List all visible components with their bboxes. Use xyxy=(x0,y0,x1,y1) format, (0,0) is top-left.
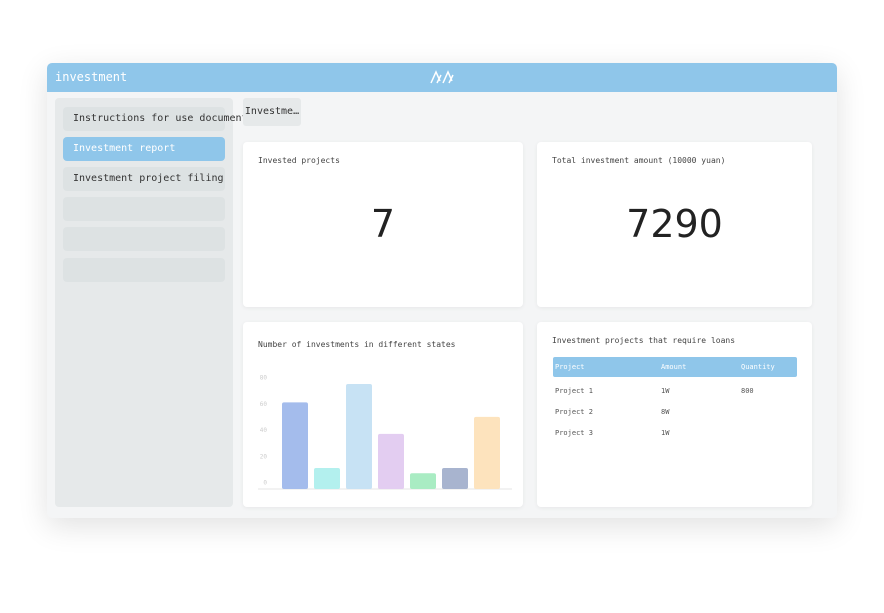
table-card: Investment projects that require loans P… xyxy=(537,322,812,507)
chart-card: Number of investments in different state… xyxy=(243,322,523,507)
bar xyxy=(410,473,436,489)
app-title: investment xyxy=(55,70,128,84)
card: Total investment amount (10000 yuan) 729… xyxy=(537,142,812,307)
menu-item[interactable]: Instructions for use document xyxy=(63,107,248,131)
card: Invested projects 7 xyxy=(243,142,523,307)
menu-item-empty[interactable] xyxy=(63,197,225,221)
menu-item-empty[interactable] xyxy=(63,227,225,251)
column-header: Amount xyxy=(661,363,687,371)
bar xyxy=(442,468,468,489)
window: investment Instructions for use document… xyxy=(47,63,837,518)
y-tick-label: 60 xyxy=(260,401,268,408)
table-cell: 1W xyxy=(661,387,670,395)
card-value: 7290 xyxy=(626,202,723,246)
table-title: Investment projects that require loans xyxy=(552,336,736,345)
bar xyxy=(282,402,308,489)
card-title: Total investment amount (10000 yuan) xyxy=(552,156,726,165)
y-tick-label: 20 xyxy=(260,453,268,460)
bar xyxy=(474,416,500,489)
bar xyxy=(314,468,340,489)
table-cell: 1W xyxy=(661,429,670,437)
table-header xyxy=(553,357,797,377)
table-cell: 800 xyxy=(741,387,754,395)
y-tick-label: 40 xyxy=(260,427,268,434)
sidebar: Instructions for use document Investment… xyxy=(55,98,248,507)
chart-title: Number of investments in different state… xyxy=(258,340,456,349)
bar xyxy=(378,433,404,489)
table: Project Amount Quantity Project 1 1W 800 Proje… xyxy=(537,322,812,507)
column-header: Quantity xyxy=(741,363,775,371)
tab[interactable]: Investme… xyxy=(243,98,301,126)
menu-item[interactable]: Investment project filing xyxy=(63,167,225,191)
menu-item[interactable]: Investment report xyxy=(63,137,225,161)
logo xyxy=(430,70,454,84)
menu-item-empty[interactable] xyxy=(63,258,225,282)
card-title: Invested projects xyxy=(258,156,340,165)
card-value: 7 xyxy=(370,202,396,246)
y-tick-label: 0 xyxy=(263,480,267,487)
y-tick-label: 80 xyxy=(260,375,268,382)
bar xyxy=(346,384,372,489)
table-cell: Project 2 xyxy=(555,408,593,416)
column-header: Project xyxy=(555,363,585,371)
chart: 0 20 40 60 80 xyxy=(258,375,512,490)
header: investment xyxy=(47,63,837,92)
table-cell: 8W xyxy=(661,408,670,416)
table-cell: Project 3 xyxy=(555,429,593,437)
table-cell: Project 1 xyxy=(555,387,593,395)
